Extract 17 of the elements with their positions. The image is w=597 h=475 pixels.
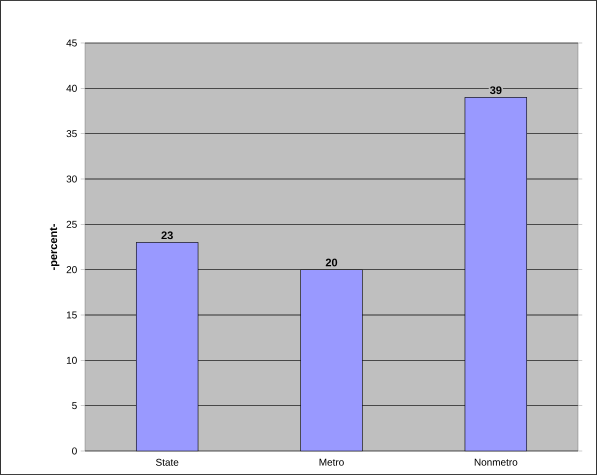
- y-tick-label: 20: [66, 266, 77, 274]
- y-tick-label: 30: [66, 175, 77, 183]
- y-tick-label: 35: [66, 130, 77, 138]
- y-tick-label: 15: [66, 312, 77, 318]
- data-label: 23: [161, 231, 173, 240]
- y-axis-title: -percent-: [50, 224, 60, 270]
- y-tick-label: 10: [66, 356, 77, 364]
- data-label: 20: [326, 258, 338, 266]
- y-tick-label: 40: [66, 84, 77, 92]
- data-label: 39: [490, 86, 502, 94]
- y-tick-label: 5: [72, 402, 77, 410]
- y-tick-label: 0: [72, 447, 77, 455]
- y-tick-label: 25: [66, 220, 77, 228]
- x-tick-label: Metro: [320, 458, 344, 466]
- x-tick-label: State: [156, 458, 178, 466]
- x-tick-label: Nonmetro: [474, 458, 518, 466]
- y-tick-label: 45: [66, 40, 77, 46]
